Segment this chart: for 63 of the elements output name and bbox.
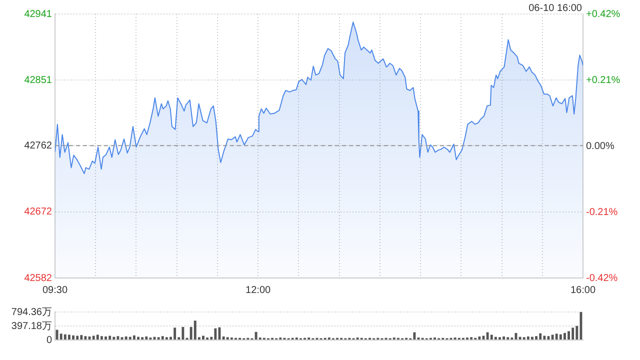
bar (478, 336, 481, 340)
y-tick-label: 42941 (24, 8, 52, 20)
bar (100, 336, 103, 340)
bar (413, 332, 416, 340)
bar (526, 336, 530, 340)
bar (222, 336, 225, 340)
y-tick-label: 42582 (24, 272, 52, 284)
bar (194, 320, 196, 340)
bar (137, 336, 140, 340)
chart-subtitle: 06-10 16:00 (528, 3, 582, 14)
bar (112, 336, 116, 340)
bar (161, 336, 164, 340)
bar (518, 336, 522, 340)
bar (502, 336, 506, 340)
bar (145, 336, 148, 340)
bar (551, 334, 554, 340)
bar (108, 336, 112, 340)
bar (568, 331, 570, 340)
bar (124, 336, 128, 340)
bar (68, 334, 70, 340)
bar (254, 332, 258, 340)
y-tick-label: 42672 (24, 206, 52, 218)
bar (84, 336, 87, 340)
y-tick-label: 42762 (24, 140, 52, 152)
bar (128, 336, 132, 340)
bar (132, 335, 136, 340)
bar (555, 334, 558, 340)
bar (174, 328, 176, 340)
bar (572, 328, 574, 340)
bar (116, 336, 120, 340)
y2-tick-label: +0.42% (586, 8, 620, 20)
y2-tick-label: 0.00% (586, 140, 614, 152)
y-tick-label: 0 (46, 334, 52, 346)
bar (559, 334, 562, 340)
bar (490, 334, 493, 340)
y2-tick-label: -0.21% (586, 206, 618, 218)
bar (535, 336, 538, 340)
y-tick-label: 794.36万 (11, 306, 52, 318)
bar (104, 336, 107, 340)
bar (494, 336, 497, 340)
bar (531, 336, 534, 340)
x-tick-label: 09:30 (42, 284, 68, 296)
bar (214, 328, 217, 340)
bar (60, 334, 62, 340)
bar (543, 336, 546, 340)
bar (486, 332, 489, 340)
bar (92, 336, 95, 340)
bar (76, 336, 79, 340)
y2-tick-label: +0.21% (586, 74, 620, 86)
y2-tick-label: -0.42% (586, 272, 618, 284)
y-tick-label: 42851 (24, 74, 52, 86)
bar (64, 334, 66, 340)
bar (564, 332, 566, 340)
bar (576, 326, 578, 340)
bar (72, 335, 74, 340)
bar (182, 326, 184, 340)
bar (539, 333, 542, 340)
x-tick-label: 12:00 (246, 284, 272, 296)
bar (80, 335, 83, 340)
x-tick-label: 16:00 (570, 284, 596, 296)
bar (96, 334, 99, 340)
bar (202, 336, 204, 340)
y-tick-label: 397.18万 (11, 320, 52, 332)
